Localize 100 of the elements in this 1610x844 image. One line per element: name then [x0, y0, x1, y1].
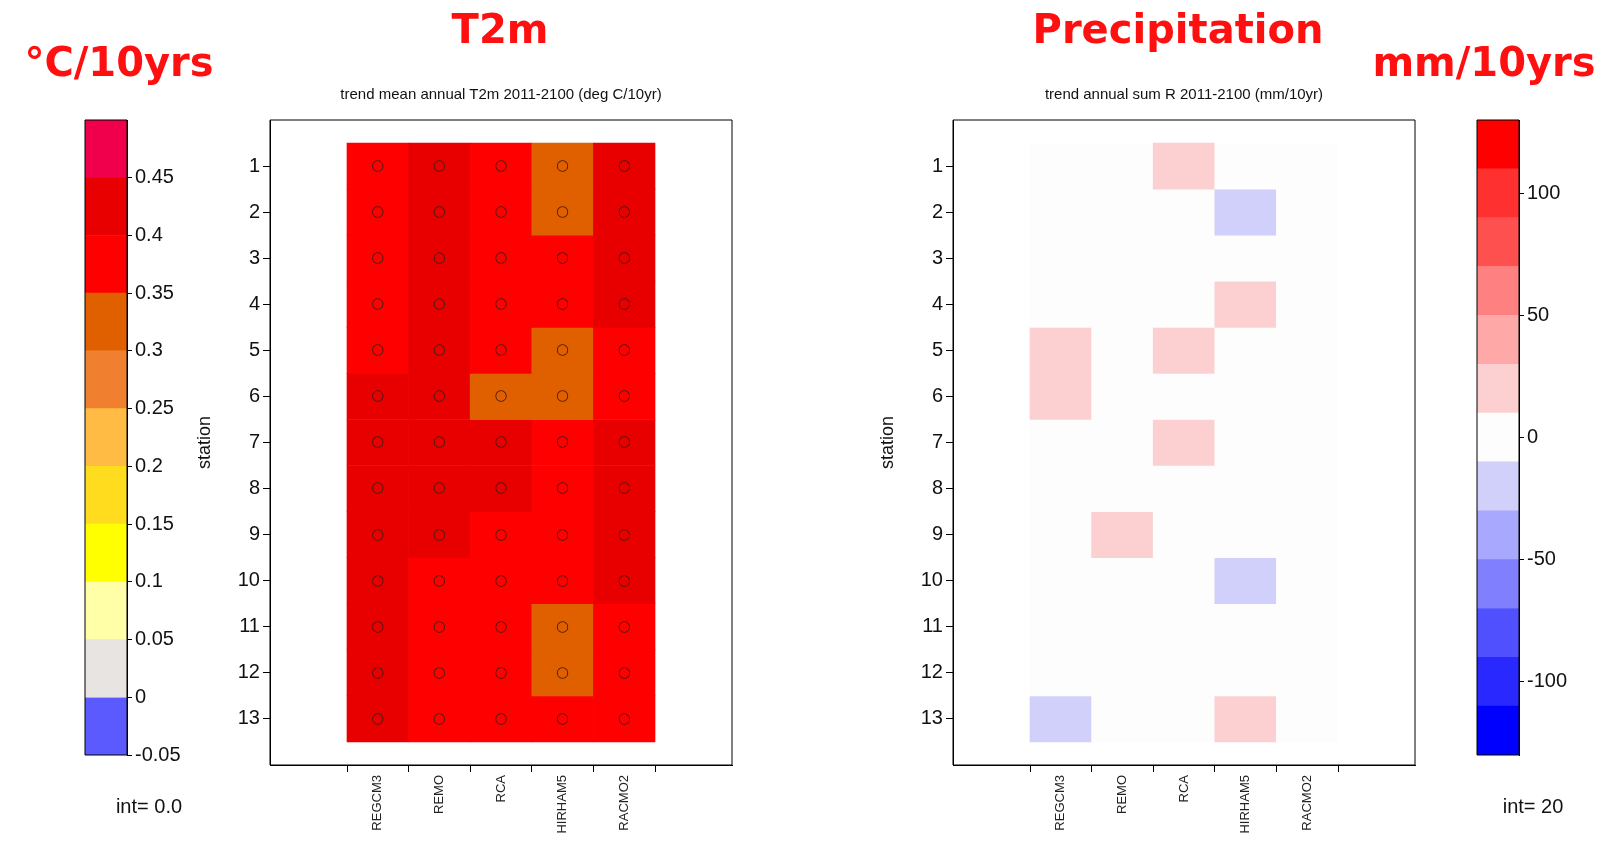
data-label: ○ [556, 432, 570, 451]
data-label: ○ [556, 155, 570, 174]
data-label: ○ [617, 202, 631, 221]
data-label: ○ [556, 708, 570, 727]
color-bar-title: °C/10yrs [24, 39, 214, 85]
y-tick-label: 12 [920, 660, 943, 683]
data-label: ○ [432, 570, 446, 589]
data-label: ○ [556, 202, 570, 221]
text: int= 0.0 [115, 794, 183, 818]
data-label: ○ [617, 386, 631, 405]
data-label: ○ [432, 248, 446, 267]
x-tick-label: REMO [1113, 775, 1129, 814]
y-tick-label: 9 [248, 522, 260, 545]
y-tick-label: 2 [248, 199, 260, 222]
data-label: ○ [617, 155, 631, 174]
data-label: ○ [617, 616, 631, 635]
data-label: ○ [556, 478, 570, 497]
x-tick-label: REMO [430, 775, 446, 814]
data-label: ○ [556, 340, 570, 359]
x-tick-label: HIRHAM5 [1237, 775, 1253, 834]
data-label: ○ [494, 708, 508, 727]
x-tick-label: REGCM3 [369, 775, 385, 831]
color-bar-label: 0.2 [135, 453, 163, 476]
y-tick-label: 3 [248, 245, 260, 268]
data-label: ○ [432, 662, 446, 681]
y-tick-label: 12 [237, 660, 260, 683]
y-tick-label: 4 [931, 291, 943, 314]
color-bar-label: 0.1 [135, 569, 163, 592]
data-label: ○ [494, 432, 508, 451]
data-label: ○ [371, 570, 385, 589]
data-label: ○ [494, 478, 508, 497]
data-label: ○ [371, 616, 385, 635]
data-label: ○ [494, 155, 508, 174]
data-label: ○ [556, 570, 570, 589]
data-label: ○ [617, 340, 631, 359]
y-tick-label: 10 [920, 568, 943, 591]
data-label: ○ [494, 524, 508, 543]
color-bar-label: 0 [1527, 425, 1539, 448]
data-label: ○ [371, 294, 385, 313]
data-label: ○ [556, 386, 570, 405]
data-label: ○ [617, 662, 631, 681]
y-tick-label: 9 [931, 522, 943, 545]
data-label: ○ [432, 616, 446, 635]
x-tick-label: RACMO2 [615, 775, 631, 831]
data-label: ○ [494, 662, 508, 681]
data-label: ○ [371, 432, 385, 451]
y-tick-label: 13 [237, 706, 260, 729]
data-label: ○ [494, 248, 508, 267]
data-label: ○ [432, 708, 446, 727]
y-axis-title: station [876, 415, 897, 470]
color-bar-label: -50 [1527, 547, 1556, 570]
y-tick-label: 7 [931, 430, 943, 453]
data-label: ○ [371, 202, 385, 221]
data-label: ○ [617, 478, 631, 497]
data-label: ○ [432, 432, 446, 451]
color-bar-label: 0.05 [135, 627, 174, 650]
x-tick-label: RCA [1175, 774, 1191, 803]
data-label: ○ [617, 248, 631, 267]
y-tick-label: 10 [237, 568, 260, 591]
y-tick-label: 7 [248, 430, 260, 453]
data-label: ○ [556, 524, 570, 543]
color-bar-label: 0.35 [135, 280, 174, 303]
color-bar-label: 0.45 [135, 165, 174, 188]
y-tick-label: 13 [920, 706, 943, 729]
y-tick-label: 5 [931, 337, 943, 360]
y-tick-label: 11 [239, 614, 260, 637]
data-label: ○ [617, 294, 631, 313]
data-label: ○ [494, 202, 508, 221]
y-tick-label: 8 [248, 476, 260, 499]
color-bar-label: 0 [135, 684, 147, 707]
color-bar-label: 100 [1527, 180, 1561, 203]
y-tick-label: 3 [931, 245, 943, 268]
chart-subtitle: trend annual sum R 2011-2100 (mm/10yr) [1044, 84, 1324, 102]
color-bar-label: 0.25 [135, 396, 174, 419]
data-label: ○ [371, 386, 385, 405]
data-label: ○ [371, 248, 385, 267]
y-tick-label: 1 [931, 153, 943, 176]
y-tick-label: 6 [931, 383, 943, 406]
data-label: ○ [371, 524, 385, 543]
data-label: ○ [432, 294, 446, 313]
x-tick-label: RCA [492, 774, 508, 803]
y-tick-label: 4 [248, 291, 260, 314]
data-label: ○ [371, 708, 385, 727]
data-label: ○ [556, 616, 570, 635]
color-bar-label: 0.4 [135, 222, 163, 245]
data-label: ○ [556, 294, 570, 313]
y-axis-title: station [193, 415, 214, 470]
y-tick-label: 8 [931, 476, 943, 499]
data-label: ○ [494, 340, 508, 359]
data-label: ○ [494, 386, 508, 405]
data-label: ○ [617, 708, 631, 727]
data-label: ○ [494, 616, 508, 635]
data-label: ○ [432, 524, 446, 543]
data-label: ○ [617, 570, 631, 589]
data-label: ○ [371, 155, 385, 174]
y-tick-label: 1 [248, 153, 260, 176]
chart-title: Precipitation [1032, 6, 1324, 52]
color-bar-label: 0.3 [135, 338, 163, 361]
data-label: ○ [432, 340, 446, 359]
y-tick-label: 11 [922, 614, 943, 637]
